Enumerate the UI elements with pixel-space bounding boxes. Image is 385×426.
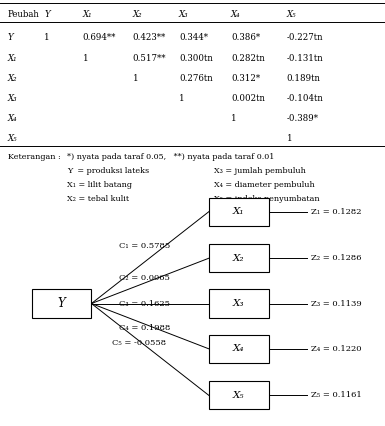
Text: Z₄ = 0.1220: Z₄ = 0.1220 <box>311 345 362 353</box>
Text: -0.389*: -0.389* <box>287 114 319 123</box>
Text: X₂ = tebal kulit: X₂ = tebal kulit <box>67 195 129 203</box>
Text: X₄: X₄ <box>8 114 17 123</box>
Text: X₅: X₅ <box>287 10 296 19</box>
Text: X₂: X₂ <box>133 10 142 19</box>
Text: X₃: X₃ <box>233 299 244 308</box>
Text: X₅: X₅ <box>8 134 17 143</box>
Text: 0.344*: 0.344* <box>179 34 208 43</box>
Text: Z₂ = 0.1286: Z₂ = 0.1286 <box>311 254 362 262</box>
Text: 0.694**: 0.694** <box>83 34 116 43</box>
Text: X₁: X₁ <box>233 207 244 216</box>
FancyBboxPatch shape <box>209 381 269 409</box>
Text: X₅ = indeks penyumbatan: X₅ = indeks penyumbatan <box>214 195 319 203</box>
Text: 0.300tn: 0.300tn <box>179 54 213 63</box>
Text: C₅ = -0.0558: C₅ = -0.0558 <box>112 339 166 347</box>
Text: X₄: X₄ <box>231 10 241 19</box>
Text: -0.104tn: -0.104tn <box>287 94 323 103</box>
Text: C₂ = 0.0065: C₂ = 0.0065 <box>119 274 170 282</box>
Text: X₃ = jumlah pembuluh: X₃ = jumlah pembuluh <box>214 167 306 176</box>
Text: Z₅ = 0.1161: Z₅ = 0.1161 <box>311 391 362 400</box>
Text: 0.189tn: 0.189tn <box>287 74 321 83</box>
Text: X₂: X₂ <box>233 254 244 263</box>
Text: X₂: X₂ <box>8 74 17 83</box>
Text: X₁ = lilit batang: X₁ = lilit batang <box>67 181 132 189</box>
Text: 1: 1 <box>231 114 237 123</box>
Text: 1: 1 <box>44 34 50 43</box>
Text: 1: 1 <box>287 134 293 143</box>
Text: 0.386*: 0.386* <box>231 34 260 43</box>
Text: 0.312*: 0.312* <box>231 74 260 83</box>
Text: X₃: X₃ <box>179 10 189 19</box>
Text: Z₃ = 0.1139: Z₃ = 0.1139 <box>311 299 362 308</box>
Text: X₁: X₁ <box>8 54 17 63</box>
Text: Y: Y <box>44 10 50 19</box>
Text: 0.276tn: 0.276tn <box>179 74 213 83</box>
Text: C₃ = 0.1625: C₃ = 0.1625 <box>119 299 170 308</box>
Text: C₄ = 0.1988: C₄ = 0.1988 <box>119 324 171 332</box>
Text: X₁: X₁ <box>83 10 92 19</box>
Text: 1: 1 <box>133 74 139 83</box>
Text: *) nyata pada taraf 0.05,   **) nyata pada taraf 0.01: *) nyata pada taraf 0.05, **) nyata pada… <box>67 153 275 161</box>
Text: X₅: X₅ <box>233 391 244 400</box>
Text: Keterangan :: Keterangan : <box>8 153 60 161</box>
Text: Y  = produksi lateks: Y = produksi lateks <box>67 167 149 176</box>
Text: 0.282tn: 0.282tn <box>231 54 265 63</box>
Text: Y: Y <box>58 297 65 310</box>
Text: 0.517**: 0.517** <box>133 54 166 63</box>
Text: X₄ = diameter pembuluh: X₄ = diameter pembuluh <box>214 181 315 189</box>
Text: Peubah: Peubah <box>8 10 39 19</box>
Text: 0.002tn: 0.002tn <box>231 94 265 103</box>
Text: Y: Y <box>8 34 13 43</box>
FancyBboxPatch shape <box>209 335 269 363</box>
Text: Z₁ = 0.1282: Z₁ = 0.1282 <box>311 207 362 216</box>
Text: X₃: X₃ <box>8 94 17 103</box>
FancyBboxPatch shape <box>209 289 269 318</box>
Text: X₄: X₄ <box>233 344 244 353</box>
Text: 1: 1 <box>83 54 89 63</box>
Text: C₁ = 0.5785: C₁ = 0.5785 <box>119 242 171 250</box>
Text: 0.423**: 0.423** <box>133 34 166 43</box>
FancyBboxPatch shape <box>32 289 92 318</box>
FancyBboxPatch shape <box>209 244 269 272</box>
Text: -0.131tn: -0.131tn <box>287 54 323 63</box>
FancyBboxPatch shape <box>209 198 269 226</box>
Text: -0.227tn: -0.227tn <box>287 34 323 43</box>
Text: 1: 1 <box>179 94 185 103</box>
